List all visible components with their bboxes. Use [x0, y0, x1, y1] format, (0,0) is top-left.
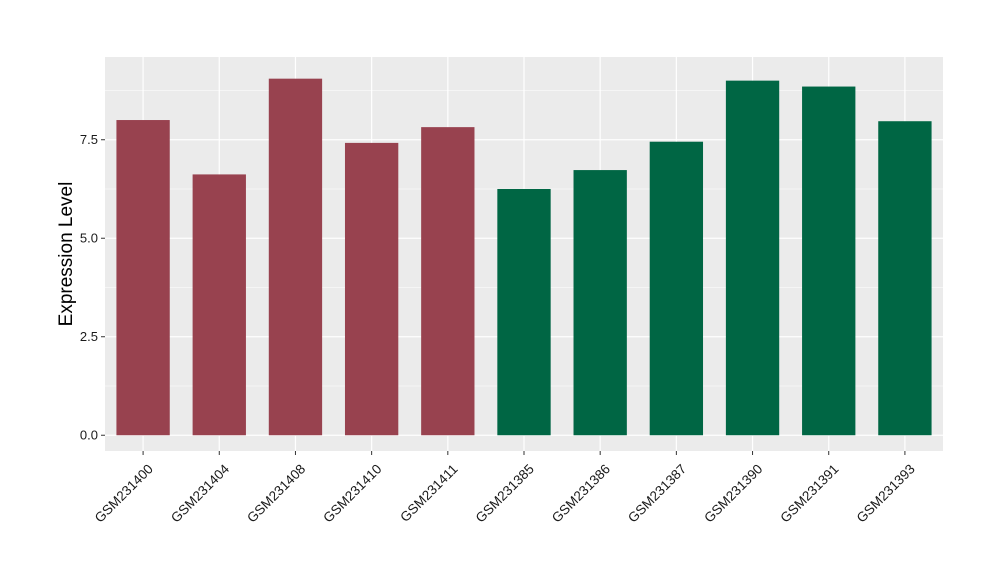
y-axis: 0.0 2.5 5.0 7.5	[80, 132, 105, 443]
bar	[268, 78, 323, 436]
y-axis-label: Expression Level	[56, 182, 77, 327]
x-tick-label: GSM231387	[625, 461, 689, 525]
bar	[649, 141, 704, 436]
bar	[344, 142, 399, 436]
bar	[573, 170, 627, 436]
bar	[116, 120, 170, 436]
bar	[725, 80, 780, 436]
x-axis: GSM231400 GSM231404 GSM231408 GSM231410 GSM2…	[92, 451, 918, 526]
bar	[878, 121, 932, 436]
x-tick-label: GSM231408	[244, 461, 308, 525]
y-tick-label: 5.0	[80, 231, 98, 246]
y-tick-label: 2.5	[80, 329, 98, 344]
y-tick-label: 7.5	[80, 132, 98, 147]
x-tick-label: GSM231390	[701, 461, 765, 525]
x-tick-label: GSM231404	[168, 461, 233, 526]
bar	[421, 127, 475, 436]
x-tick-label: GSM231410	[320, 461, 384, 525]
x-tick-label: GSM231400	[92, 461, 156, 525]
bar	[497, 188, 551, 436]
bar	[802, 86, 856, 436]
x-tick-label: GSM231385	[473, 461, 537, 525]
bar	[192, 174, 246, 436]
y-tick-label: 0.0	[80, 428, 98, 443]
x-tick-label: GSM231391	[777, 461, 841, 525]
x-tick-label: GSM231411	[397, 461, 461, 525]
bars-group	[116, 78, 932, 436]
x-tick-label: GSM231393	[854, 461, 918, 525]
x-tick-label: GSM231386	[549, 461, 613, 525]
